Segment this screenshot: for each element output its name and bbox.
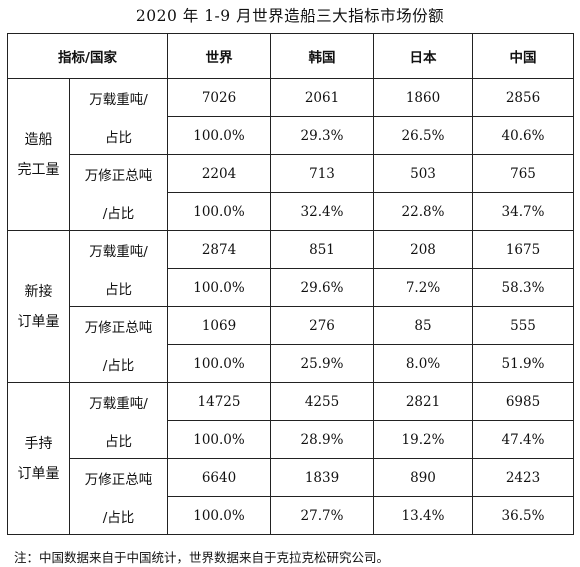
- cell-korea-value: 4255: [270, 382, 374, 421]
- cell-korea-value: 1839: [270, 458, 374, 497]
- cell-japan-share: 13.4%: [373, 496, 473, 535]
- cell-world-share: 100.0%: [167, 344, 271, 383]
- cell-world-value: 1069: [167, 306, 271, 345]
- cell-china-value: 1675: [472, 230, 574, 269]
- cell-korea-share: 29.3%: [270, 116, 374, 155]
- cell-japan-share: 22.8%: [373, 192, 473, 231]
- header-indicator: 指标/国家: [7, 33, 168, 79]
- table-row: /占比 100.0% 27.7% 13.4% 36.5%: [8, 496, 574, 535]
- table-row: 占比 100.0% 29.6% 7.2% 58.3%: [8, 268, 574, 307]
- cell-china-share: 58.3%: [472, 268, 574, 307]
- section-label: 新接 订单量: [7, 230, 70, 383]
- header-korea: 韩国: [270, 33, 374, 79]
- cell-china-value: 6985: [472, 382, 574, 421]
- section-label-line2: 完工量: [17, 161, 60, 178]
- cell-korea-value: 2061: [270, 78, 374, 117]
- cell-korea-share: 29.6%: [270, 268, 374, 307]
- unit-label-line1: 万载重吨/: [69, 230, 168, 269]
- cell-japan-value: 2821: [373, 382, 473, 421]
- unit-label-line1: 万载重吨/: [69, 382, 168, 421]
- table-row: /占比 100.0% 32.4% 22.8% 34.7%: [8, 192, 574, 231]
- cell-world-share: 100.0%: [167, 496, 271, 535]
- section-label-line1: 造船: [24, 131, 53, 148]
- market-share-table: 指标/国家 世界 韩国 日本 中国 造船 完工量 万载重吨/7026 2061 1860…: [7, 33, 574, 535]
- unit-label-line1: 万修正总吨: [69, 306, 168, 345]
- table-row: /占比 100.0% 25.9% 8.0% 51.9%: [8, 344, 574, 383]
- cell-korea-share: 32.4%: [270, 192, 374, 231]
- table-body: 造船 完工量 万载重吨/7026 2061 1860 2856 占比 100.0% 29.3% 2…: [7, 78, 574, 535]
- cell-japan-value: 890: [373, 458, 473, 497]
- table-row: 万修正总吨 1069 276 85 555: [8, 306, 574, 345]
- section-label: 手持 订单量: [7, 382, 70, 535]
- cell-korea-value: 851: [270, 230, 374, 269]
- cell-japan-share: 7.2%: [373, 268, 473, 307]
- cell-china-value: 2423: [472, 458, 574, 497]
- cell-china-share: 47.4%: [472, 420, 574, 459]
- cell-world-value: 7026: [167, 78, 271, 117]
- table-row: 新接 订单量 万载重吨/2874 851 208 1675: [7, 230, 574, 383]
- cell-world-share: 100.0%: [167, 192, 271, 231]
- unit-label-line2: 占比: [69, 420, 168, 459]
- unit-label-line2: 占比: [69, 116, 168, 155]
- cell-world-value: 2874: [167, 230, 271, 269]
- table-row: 万修正总吨 6640 1839 890 2423: [8, 458, 574, 497]
- section-label: 造船 完工量: [7, 78, 70, 231]
- cell-china-value: 2856: [472, 78, 574, 117]
- cell-world-value: 2204: [167, 154, 271, 193]
- cell-world-value: 14725: [167, 382, 271, 421]
- cell-japan-share: 26.5%: [373, 116, 473, 155]
- header-row: 指标/国家 世界 韩国 日本 中国: [7, 33, 574, 79]
- cell-world-value: 6640: [167, 458, 271, 497]
- table-row: 万修正总吨 2204 713 503 765: [8, 154, 574, 193]
- section-label-line1: 手持: [24, 435, 53, 452]
- unit-label-line1: 万修正总吨: [69, 458, 168, 497]
- cell-world-share: 100.0%: [167, 420, 271, 459]
- cell-china-share: 34.7%: [472, 192, 574, 231]
- unit-label-line1: 万载重吨/: [69, 78, 168, 117]
- table-row: 占比 100.0% 29.3% 26.5% 40.6%: [8, 116, 574, 155]
- table-title: 2020 年 1-9 月世界造船三大指标市场份额: [135, 7, 445, 25]
- section-label-line2: 订单量: [17, 313, 60, 330]
- cell-world-share: 100.0%: [167, 116, 271, 155]
- cell-japan-value: 208: [373, 230, 473, 269]
- cell-japan-value: 1860: [373, 78, 473, 117]
- cell-china-value: 765: [472, 154, 574, 193]
- cell-japan-value: 85: [373, 306, 473, 345]
- header-world: 世界: [167, 33, 271, 79]
- table-row: 造船 完工量 万载重吨/7026 2061 1860 2856: [7, 78, 574, 231]
- cell-japan-share: 19.2%: [373, 420, 473, 459]
- unit-label-line1: 万修正总吨: [69, 154, 168, 193]
- cell-korea-value: 276: [270, 306, 374, 345]
- unit-label-line2: /占比: [69, 496, 168, 535]
- cell-korea-share: 28.9%: [270, 420, 374, 459]
- cell-china-share: 51.9%: [472, 344, 574, 383]
- header-japan: 日本: [373, 33, 473, 79]
- cell-china-share: 36.5%: [472, 496, 574, 535]
- cell-japan-share: 8.0%: [373, 344, 473, 383]
- header-china: 中国: [472, 33, 574, 79]
- cell-china-share: 40.6%: [472, 116, 574, 155]
- section-label-line1: 新接: [24, 283, 53, 300]
- unit-label-line2: /占比: [69, 192, 168, 231]
- cell-japan-value: 503: [373, 154, 473, 193]
- cell-korea-value: 713: [270, 154, 374, 193]
- footnote: 注：中国数据来自于中国统计，世界数据来自于克拉克松研究公司。: [14, 550, 390, 565]
- cell-korea-share: 27.7%: [270, 496, 374, 535]
- unit-label-line2: /占比: [69, 344, 168, 383]
- unit-label-line2: 占比: [69, 268, 168, 307]
- cell-korea-share: 25.9%: [270, 344, 374, 383]
- table-row: 占比 100.0% 28.9% 19.2% 47.4%: [8, 420, 574, 459]
- section-label-line2: 订单量: [17, 465, 60, 482]
- cell-china-value: 555: [472, 306, 574, 345]
- table-row: 手持 订单量 万载重吨/14725 4255 2821 6985: [7, 382, 574, 535]
- cell-world-share: 100.0%: [167, 268, 271, 307]
